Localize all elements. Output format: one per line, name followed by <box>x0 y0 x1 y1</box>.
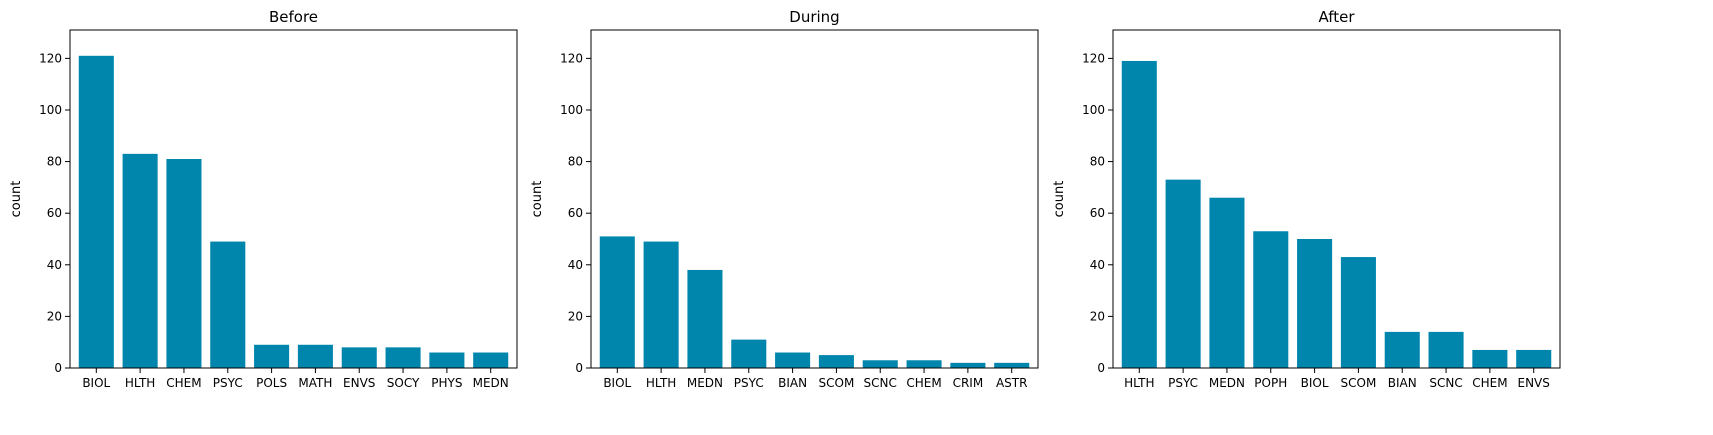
panel-after: 0 20 40 60 80 100 120 HLTH PSYC MEDN POPH BIOL SCOM B… <box>1052 8 1561 390</box>
y-tick-label: 100 <box>1082 103 1105 117</box>
x-tick-label-biol: BIOL <box>82 376 110 390</box>
bar-medn <box>1209 197 1245 368</box>
bar-biol <box>599 236 635 368</box>
x-tick-label-psyc: PSYC <box>734 376 764 390</box>
x-tick-label-psyc: PSYC <box>1168 376 1198 390</box>
panel-during: 0 20 40 60 80 100 120 BIOL HLTH MEDN PSYC BIAN SCOM S… <box>530 8 1039 390</box>
bar-hlth <box>1121 60 1157 369</box>
bar-chem <box>1472 349 1508 368</box>
x-tick-label-poph: POPH <box>1254 376 1287 390</box>
x-tick-label-medn: MEDN <box>473 376 509 390</box>
y-tick-label: 60 <box>568 206 583 220</box>
x-tick-label-medn: MEDN <box>687 376 723 390</box>
y-axis-label: count <box>1052 181 1067 218</box>
y-tick-label: 60 <box>47 206 62 220</box>
x-tick-label-chem: CHEM <box>906 376 941 390</box>
bar-biol <box>1297 238 1333 368</box>
x-tick-label-hlth: HLTH <box>646 376 676 390</box>
chart-title: Before <box>269 8 318 26</box>
bar-hlth <box>122 153 158 368</box>
axes-frame <box>1112 29 1561 369</box>
y-tick-label: 20 <box>568 309 583 323</box>
bar-medn <box>687 269 723 368</box>
x-tick-label-pols: POLS <box>256 376 287 390</box>
x-tick-label-scom: SCOM <box>1341 376 1377 390</box>
y-axis-label: count <box>9 181 24 218</box>
x-tick-label-envs: ENVS <box>1518 376 1550 390</box>
y-tick-label: 20 <box>47 309 62 323</box>
y-tick-label: 120 <box>1082 51 1105 65</box>
bar-bian <box>1384 331 1420 368</box>
y-tick-label: 0 <box>1097 361 1105 375</box>
bar-astr <box>994 362 1030 368</box>
x-tick-label-chem: CHEM <box>166 376 201 390</box>
x-tick-label-biol: BIOL <box>603 376 631 390</box>
y-tick-label: 0 <box>575 361 583 375</box>
x-tick-label-scnc: SCNC <box>1429 376 1462 390</box>
x-tick-label-chem: CHEM <box>1472 376 1507 390</box>
bar-envs <box>341 347 377 368</box>
chart-title: After <box>1318 8 1355 26</box>
panel-before: 0 20 40 60 80 100 120 BIOL HLTH CHEM PSYC POLS MATH E… <box>9 8 518 390</box>
bar-biol <box>78 55 114 369</box>
x-tick-label-psyc: PSYC <box>213 376 243 390</box>
bar-medn <box>473 352 509 368</box>
bar-chem <box>166 159 202 368</box>
bar-socy <box>385 347 421 368</box>
x-tick-label-medn: MEDN <box>1209 376 1245 390</box>
x-tick-label-hlth: HLTH <box>1124 376 1154 390</box>
x-tick-label-bian: BIAN <box>1388 376 1417 390</box>
y-axis-label: count <box>530 181 545 218</box>
x-tick-label-phys: PHYS <box>431 376 462 390</box>
bar-poph <box>1253 231 1289 368</box>
x-tick-label-bian: BIAN <box>778 376 807 390</box>
x-tick-label-scnc: SCNC <box>864 376 897 390</box>
y-tick-label: 100 <box>560 103 583 117</box>
bar-scnc <box>1428 331 1464 368</box>
bar-pols <box>254 344 290 368</box>
x-tick-label-scom: SCOM <box>819 376 855 390</box>
x-tick-label-socy: SOCY <box>387 376 420 390</box>
bar-psyc <box>1165 179 1201 368</box>
axes-frame <box>590 29 1039 369</box>
y-tick-label: 0 <box>54 361 62 375</box>
bar-scom <box>818 355 854 368</box>
chart-title: During <box>789 8 839 26</box>
x-tick-label-envs: ENVS <box>343 376 375 390</box>
bar-crim <box>950 362 986 368</box>
y-tick-label: 120 <box>39 51 62 65</box>
bar-bian <box>775 352 811 368</box>
x-tick-label-crim: CRIM <box>953 376 984 390</box>
y-tick-label: 40 <box>568 258 583 272</box>
bar-chem <box>906 360 942 368</box>
bar-psyc <box>731 339 767 368</box>
x-tick-label-biol: BIOL <box>1301 376 1329 390</box>
y-tick-label: 80 <box>47 155 62 169</box>
y-tick-label: 60 <box>1090 206 1105 220</box>
axes-frame <box>69 29 518 369</box>
bar-envs <box>1516 349 1552 368</box>
bar-scnc <box>862 360 898 368</box>
y-tick-label: 20 <box>1090 309 1105 323</box>
y-tick-label: 40 <box>1090 258 1105 272</box>
x-tick-label-math: MATH <box>298 376 332 390</box>
y-tick-label: 80 <box>1090 155 1105 169</box>
bar-math <box>297 344 333 368</box>
bar-psyc <box>210 241 246 368</box>
bar-hlth <box>643 241 679 368</box>
y-tick-label: 80 <box>568 155 583 169</box>
y-tick-label: 40 <box>47 258 62 272</box>
y-tick-label: 120 <box>560 51 583 65</box>
bar-scom <box>1340 257 1376 368</box>
bar-phys <box>429 352 465 368</box>
x-tick-label-astr: ASTR <box>996 376 1028 390</box>
y-tick-label: 100 <box>39 103 62 117</box>
x-tick-label-hlth: HLTH <box>125 376 155 390</box>
